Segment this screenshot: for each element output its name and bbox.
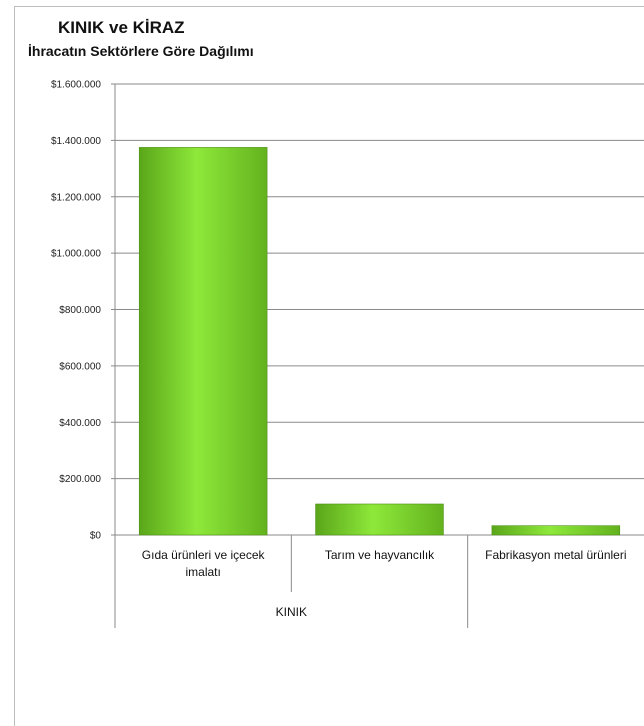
y-tick-label: $1.600.000 (51, 80, 101, 91)
category-label: Fabrikasyon metal ürünleri (485, 548, 626, 562)
y-tick-label: $400.000 (59, 418, 101, 429)
category-label: Tarım ve hayvancılık (325, 548, 435, 562)
chart-subtitle: İhracatın Sektörlere Göre Dağılımı (28, 43, 254, 59)
group-label: KINIK (276, 605, 307, 619)
y-tick-label: $600.000 (59, 361, 101, 372)
category-label: imalatı (185, 565, 220, 579)
y-tick-label: $200.000 (59, 474, 101, 485)
chart-title: KINIK ve KİRAZ (58, 18, 185, 37)
bar (138, 147, 268, 536)
y-tick-label: $1.000.000 (51, 249, 101, 260)
y-tick-label: $1.200.000 (51, 192, 101, 203)
category-label: Gıda ürünleri ve içecek (142, 548, 266, 562)
y-tick-label: $0 (90, 531, 102, 542)
y-tick-label: $800.000 (59, 305, 101, 316)
bar (491, 525, 621, 536)
chart-frame (14, 6, 644, 726)
bar (315, 503, 444, 536)
y-tick-label: $1.400.000 (51, 136, 101, 147)
